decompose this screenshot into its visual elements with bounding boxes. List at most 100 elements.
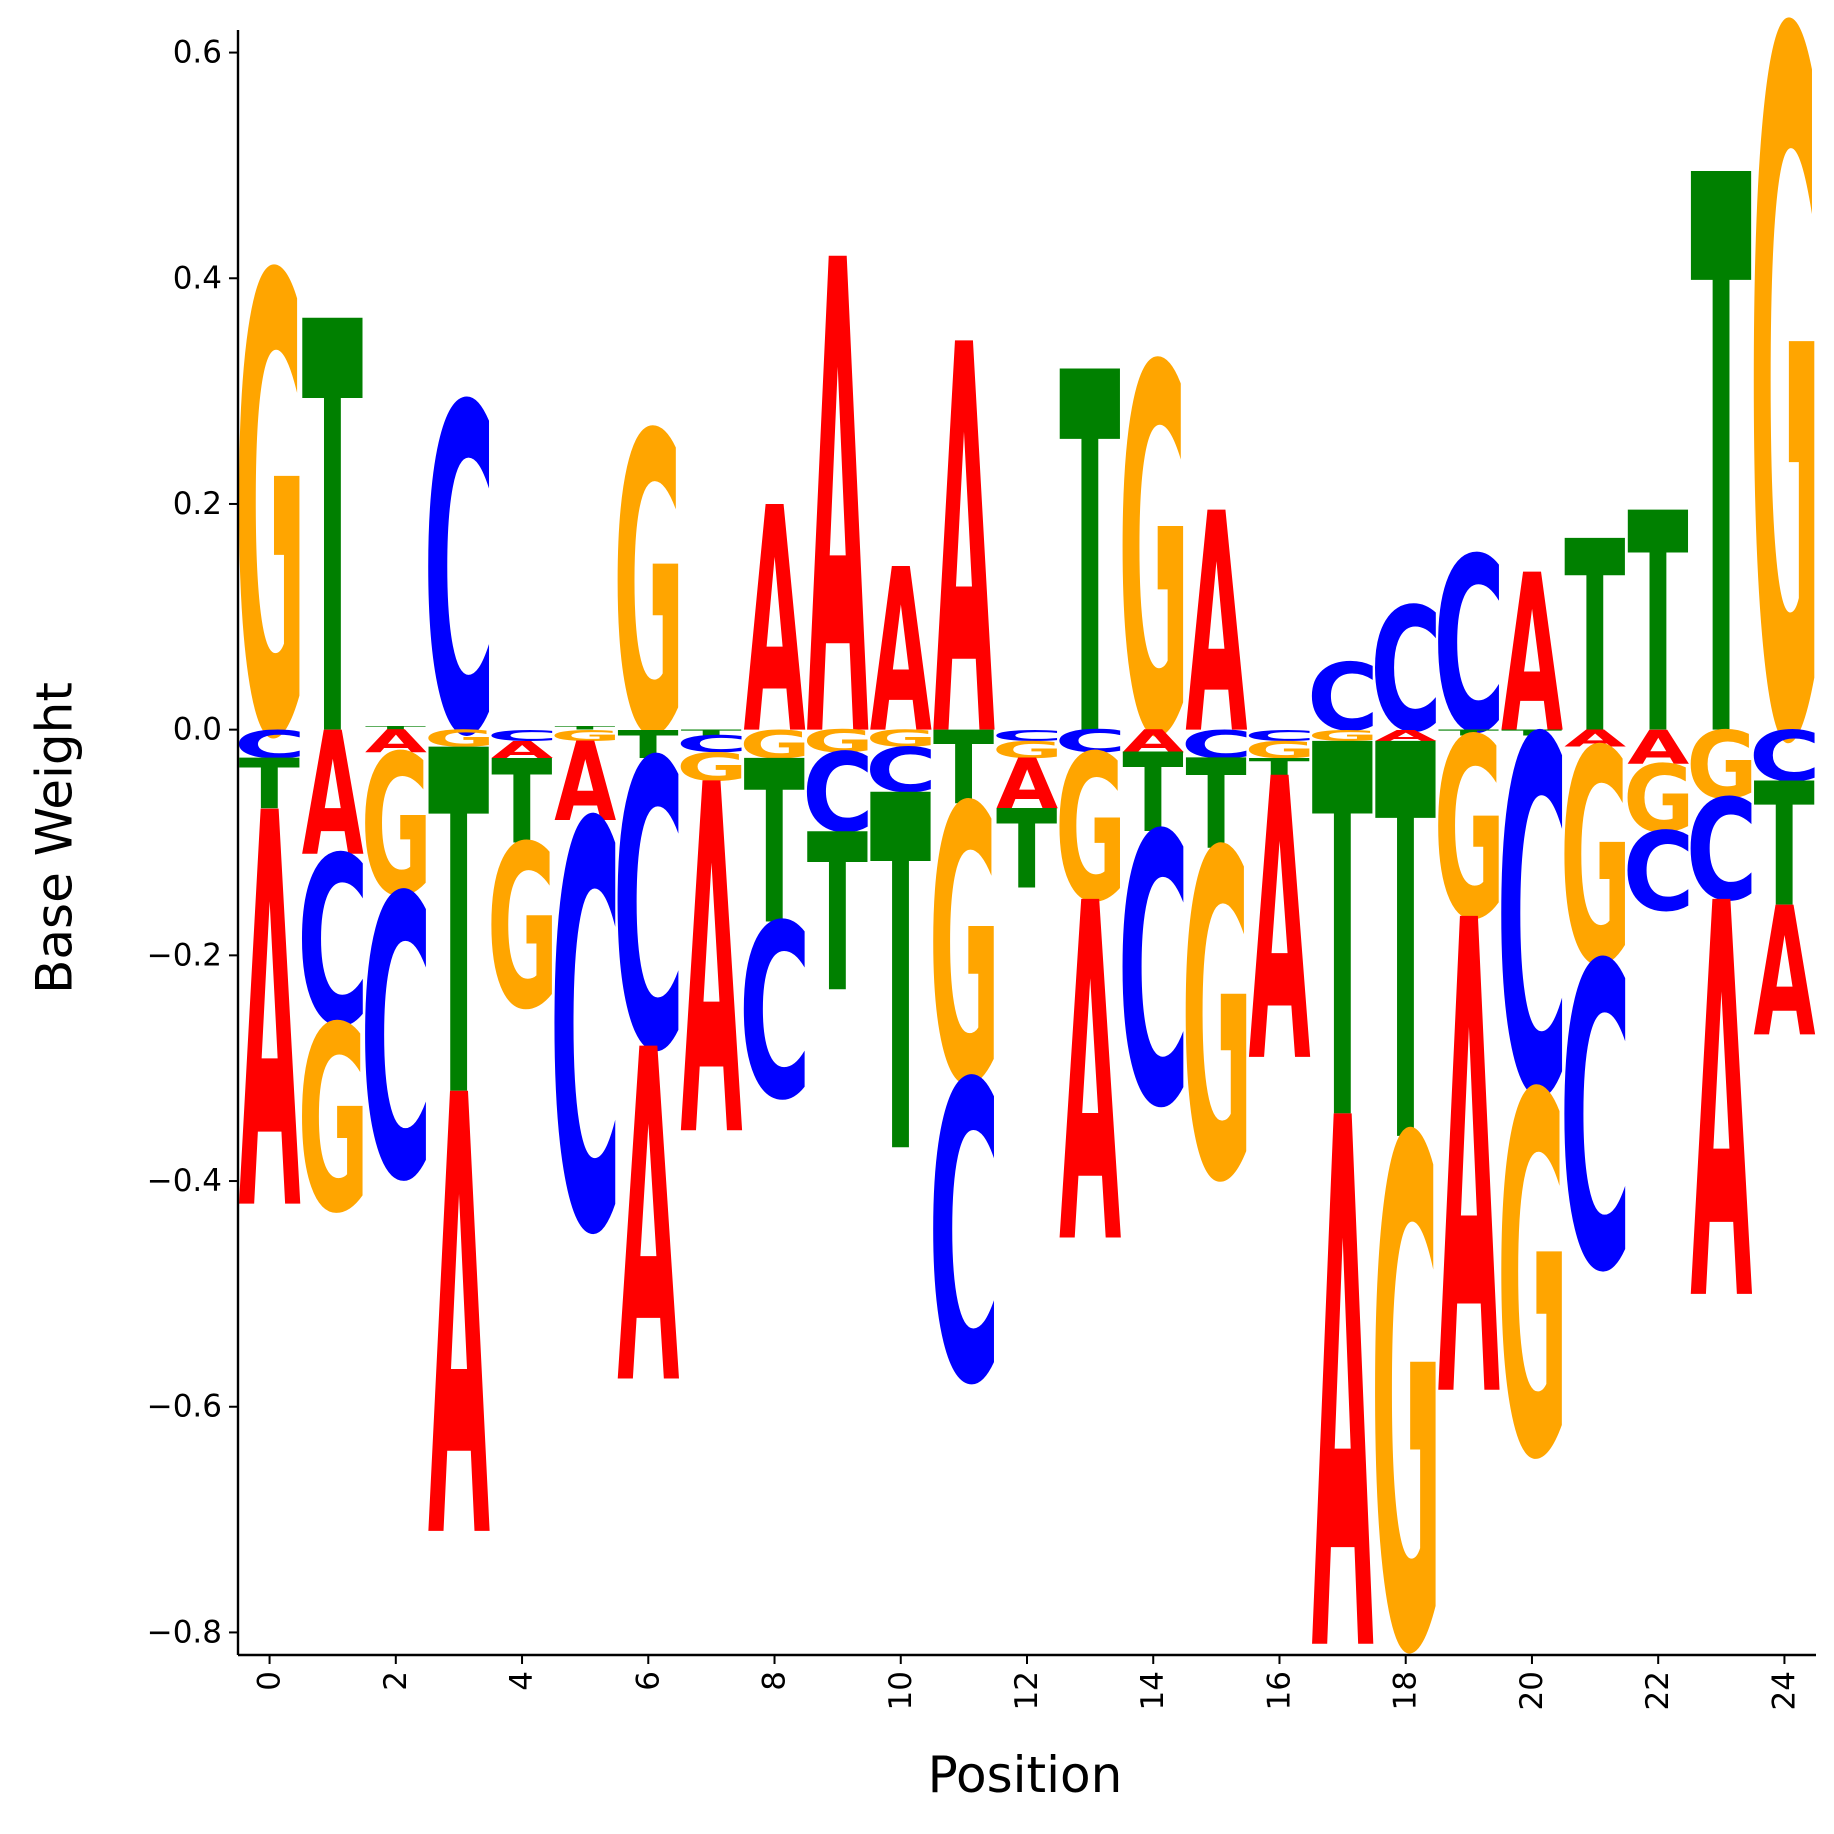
logo-letter-c: C [1686, 771, 1758, 933]
x-tick-label: 24 [1766, 1671, 1802, 1710]
logo-letter-g: G [866, 725, 937, 752]
logo-letter-c: C [1749, 717, 1821, 798]
logo-letter-t: T [1564, 487, 1625, 792]
logo-letter-g: G [613, 349, 684, 826]
logo-letter-c: C [676, 731, 748, 758]
x-tick-label: 12 [1009, 1671, 1045, 1710]
logo-letter-a: A [617, 956, 680, 1487]
y-tick-label: 0.4 [173, 260, 222, 296]
logo-letter-a: A [1122, 724, 1184, 760]
logo-letter-c: C [550, 711, 622, 1359]
x-tick-label: 4 [504, 1671, 540, 1691]
logo-letter-c: C [423, 312, 495, 836]
y-tick-label: 0.6 [173, 35, 222, 71]
x-tick-label: 10 [883, 1671, 919, 1710]
logo-letter-c: C [1307, 643, 1379, 752]
logo-letter-t: T [1375, 634, 1437, 1265]
logo-letter-t: T [617, 723, 678, 768]
y-tick-label: 0.0 [173, 712, 222, 748]
logo-letter-g: G [1749, 0, 1820, 956]
logo-letter-g: G [1181, 760, 1252, 1282]
x-tick-label: 8 [757, 1671, 793, 1691]
logo-letter-g: G [361, 715, 432, 940]
logo-letter-a: A [239, 703, 302, 1333]
logo-letter-g: G [1118, 264, 1189, 849]
logo-letter-g: G [424, 725, 495, 752]
logo-letter-a: A [1438, 788, 1501, 1545]
logo-letter-g: G [235, 148, 306, 878]
logo-letter-t: T [554, 725, 615, 730]
logo-letter-g: G [929, 728, 1000, 1169]
x-tick-label: 6 [630, 1671, 666, 1691]
logo-letter-t: T [744, 714, 805, 975]
logo-letter-t: T [1186, 735, 1247, 878]
logo-letter-a: A [996, 744, 1058, 826]
logo-letter-a: A [554, 721, 616, 846]
logo-letter-t: T [870, 695, 932, 1262]
x-tick-label: 2 [378, 1671, 414, 1691]
x-tick-label: 14 [1135, 1671, 1171, 1710]
logo-letter-c: C [991, 727, 1063, 745]
logo-letter-c: C [297, 809, 369, 1079]
logo-letter-c: C [802, 732, 874, 858]
y-axis-title: Base Weight [26, 682, 84, 994]
y-tick-label: 0.2 [173, 486, 222, 522]
logo-letter-t: T [681, 728, 743, 737]
logo-letter-g: G [992, 736, 1063, 763]
logo-letter-t: T [1501, 728, 1563, 737]
logo-letter-a: A [491, 736, 553, 763]
x-tick-label: 20 [1514, 1671, 1550, 1710]
logo-letter-g: G [298, 972, 369, 1269]
logo-letter-g: G [487, 799, 558, 1060]
logo-letter-a: A [933, 236, 996, 857]
logo-letter-c: C [865, 735, 937, 807]
logo-letter-a: A [365, 724, 427, 760]
logo-letter-t: T [239, 744, 300, 826]
y-axis-ticks: −0.8 −0.6 −0.4 −0.2 0.0 0.2 0.4 0.6 [147, 35, 238, 1650]
logo-letter-g: G [803, 724, 874, 760]
logo-letter-g: G [1686, 713, 1757, 820]
x-axis-title: Position [928, 1746, 1123, 1804]
y-tick-label: −0.8 [147, 1614, 222, 1650]
logo-letter-t: T [1059, 270, 1121, 846]
logo-letter-c: C [1559, 877, 1631, 1364]
logo-letter-c: C [613, 679, 685, 1139]
logo-letter-c: C [234, 722, 306, 767]
logo-letter-a: A [870, 522, 932, 783]
logo-letter-t: T [1690, 19, 1752, 911]
logo-letter-t: T [1754, 748, 1815, 946]
y-tick-label: −0.6 [147, 1389, 222, 1425]
logo-letter-a: A [807, 128, 870, 885]
logo-letter-t: T [807, 789, 868, 1041]
logo-letter-a: A [1754, 869, 1816, 1077]
logo-letter-g: G [1623, 746, 1694, 853]
logo-letter-c: C [1370, 572, 1442, 771]
logo-letter-t: T [1627, 449, 1688, 801]
logo-letter-g: G [1244, 736, 1315, 763]
logo-letter-c: C [1181, 722, 1253, 767]
logo-letter-t: T [1438, 728, 1500, 737]
logo-letter-a: A [1375, 726, 1437, 744]
logo-letter-t: T [996, 788, 1057, 913]
logo-letter-g: G [1497, 992, 1568, 1569]
logo-letter-g: G [676, 745, 747, 790]
logo-letter-g: G [1434, 686, 1505, 974]
logo-letter-g: G [1371, 998, 1442, 1809]
logo-letter-a: A [1059, 807, 1122, 1348]
logo-letter-t: T [1249, 754, 1311, 781]
logo-letter-c: C [360, 816, 432, 1267]
logo-letter-t: T [365, 725, 426, 730]
logo-letter-a: A [1690, 793, 1753, 1423]
logo-letter-c: C [739, 875, 811, 1154]
logo-letter-a: A [302, 696, 364, 894]
logo-letter-g: G [1055, 712, 1126, 947]
logo-letter-t: T [1122, 732, 1183, 857]
logo-letter-a: A [680, 687, 743, 1245]
logo-letter-g: G [740, 722, 811, 767]
x-tick-label: 22 [1640, 1671, 1676, 1710]
x-tick-label: 0 [252, 1671, 288, 1691]
logo-letter-t: T [428, 654, 490, 1203]
logo-letter-t: T [302, 207, 364, 863]
logo-letter-c: C [486, 727, 558, 745]
